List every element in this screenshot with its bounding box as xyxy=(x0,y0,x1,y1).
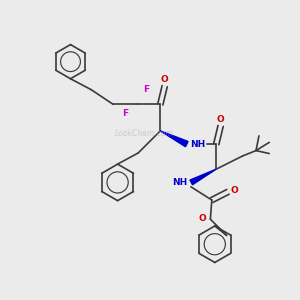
Text: F: F xyxy=(122,109,129,118)
Text: O: O xyxy=(217,115,224,124)
Text: F: F xyxy=(143,85,149,94)
Polygon shape xyxy=(190,169,216,185)
Text: O: O xyxy=(198,214,206,223)
Text: O: O xyxy=(161,75,169,84)
Text: LookChem.com: LookChem.com xyxy=(115,129,173,138)
Text: NH: NH xyxy=(190,140,206,148)
Text: NH: NH xyxy=(172,178,188,187)
Polygon shape xyxy=(160,131,188,147)
Text: O: O xyxy=(231,186,239,195)
